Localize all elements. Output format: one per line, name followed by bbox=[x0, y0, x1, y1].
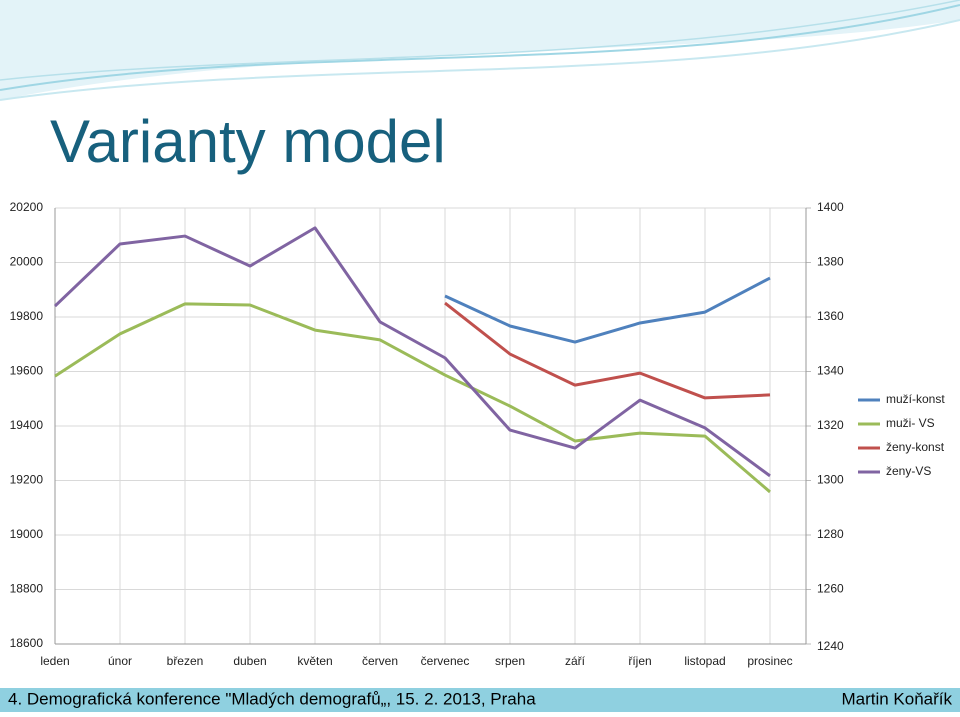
y2-tick-label: 1360 bbox=[817, 309, 844, 323]
series-line bbox=[444, 301, 771, 400]
y-tick-label: 19400 bbox=[10, 418, 44, 432]
y2-tick-label: 1380 bbox=[817, 255, 844, 269]
footer-bar bbox=[0, 688, 960, 712]
y-tick-label: 20200 bbox=[10, 200, 44, 214]
wave bbox=[0, 0, 960, 100]
y2-tick-label: 1320 bbox=[817, 418, 844, 432]
y2-tick-label: 1280 bbox=[817, 527, 844, 541]
y2-tick-label: 1300 bbox=[817, 473, 844, 487]
x-tick-label: srpen bbox=[495, 654, 525, 668]
footer-left: 4. Demografická konference "Mladých demo… bbox=[8, 689, 536, 708]
y2-tick-label: 1340 bbox=[817, 364, 844, 378]
series-line bbox=[53, 226, 771, 478]
legend-label: ženy-konst bbox=[886, 440, 945, 454]
decoration bbox=[0, 0, 960, 101]
x-tick-label: květen bbox=[297, 654, 332, 668]
x-tick-label: listopad bbox=[684, 654, 725, 668]
wave bbox=[0, 0, 960, 81]
series-line bbox=[444, 276, 771, 344]
x-tick-label: únor bbox=[108, 654, 132, 668]
wave bbox=[0, 4, 960, 91]
legend-label: muží-konst bbox=[886, 392, 945, 406]
y-tick-label: 18600 bbox=[10, 636, 44, 650]
y-tick-label: 20000 bbox=[10, 255, 44, 269]
x-tick-label: říjen bbox=[628, 654, 651, 668]
y2-tick-label: 1400 bbox=[817, 200, 844, 214]
x-tick-label: březen bbox=[167, 654, 204, 668]
x-tick-label: prosinec bbox=[747, 654, 792, 668]
x-tick-label: září bbox=[565, 654, 586, 668]
slide-title: Varianty model bbox=[50, 108, 446, 175]
x-tick-label: červenec bbox=[421, 654, 470, 668]
x-tick-label: červen bbox=[362, 654, 398, 668]
y2-tick-label: 1260 bbox=[817, 582, 844, 596]
y-tick-label: 19600 bbox=[10, 364, 44, 378]
footer-right: Martin Koňařík bbox=[841, 689, 952, 708]
y-tick-label: 19000 bbox=[10, 527, 44, 541]
y-tick-label: 19200 bbox=[10, 473, 44, 487]
y-tick-label: 19800 bbox=[10, 309, 44, 323]
x-tick-label: duben bbox=[233, 654, 266, 668]
x-tick-label: leden bbox=[40, 654, 69, 668]
y2-tick-label: 1240 bbox=[817, 639, 844, 653]
legend-label: ženy-VS bbox=[886, 464, 931, 478]
y-tick-label: 18800 bbox=[10, 582, 44, 596]
series-line bbox=[54, 302, 771, 494]
wave bbox=[0, 19, 960, 101]
legend-label: muži- VS bbox=[886, 416, 935, 430]
